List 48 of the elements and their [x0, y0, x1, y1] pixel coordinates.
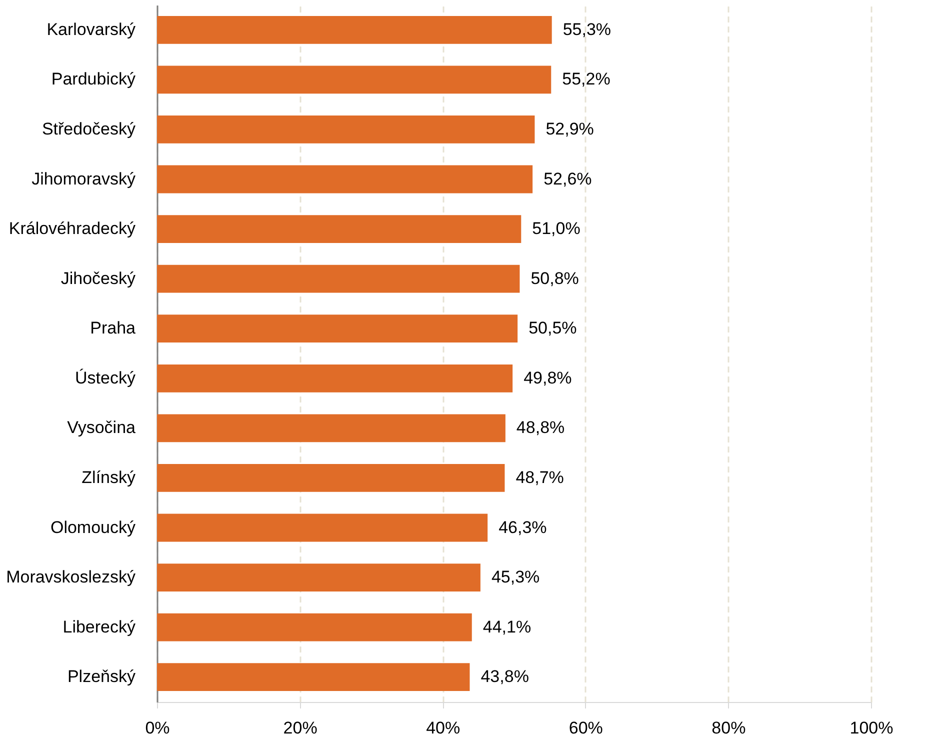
- data-label: 55,2%: [562, 70, 610, 89]
- y-tick-label: Středočeský: [42, 119, 136, 138]
- bar: [157, 564, 480, 592]
- y-tick-label: Pardubický: [51, 70, 136, 89]
- data-label: 50,8%: [530, 268, 579, 288]
- data-label: 55,3%: [562, 20, 612, 39]
- y-tick-label: Jihomoravský: [32, 169, 136, 188]
- y-tick-label: Jihočeský: [60, 268, 136, 288]
- bar: [157, 314, 518, 343]
- x-tick-label: 40%: [426, 718, 460, 738]
- data-label: 50,5%: [528, 318, 577, 338]
- bar: [157, 264, 520, 293]
- bar: [157, 464, 505, 492]
- data-label: 52,9%: [546, 119, 594, 138]
- bar: [157, 414, 506, 442]
- bar: [157, 66, 552, 94]
- bar: [157, 215, 522, 243]
- data-label: 46,3%: [498, 518, 547, 537]
- x-tick-label: 20%: [283, 718, 318, 738]
- data-label: 52,6%: [544, 169, 592, 188]
- y-tick-label: Olomoucký: [50, 518, 136, 537]
- y-tick-label: Zlínský: [82, 468, 136, 487]
- y-tick-label: Královéhradecký: [8, 219, 136, 238]
- bar: [157, 364, 513, 392]
- y-tick-label: Praha: [90, 318, 136, 338]
- data-label: 48,8%: [516, 418, 565, 438]
- data-label: 49,8%: [524, 368, 572, 388]
- x-tick-label: 0%: [145, 718, 170, 738]
- bar: [157, 514, 488, 542]
- x-tick-label: 60%: [568, 718, 603, 738]
- bar: [157, 116, 535, 144]
- y-tick-label: Vysočina: [67, 418, 136, 438]
- y-tick-label: Plzeňský: [67, 667, 136, 686]
- data-label: 45,3%: [491, 568, 540, 587]
- y-tick-label: Karlovarský: [46, 20, 136, 39]
- bar: [157, 16, 552, 44]
- y-tick-label: Moravskoslezský: [6, 568, 136, 587]
- bar: [157, 663, 470, 692]
- data-label: 51,0%: [532, 219, 580, 238]
- x-tick-label: 100%: [850, 718, 894, 738]
- data-label: 44,1%: [482, 617, 532, 636]
- bar: [157, 165, 533, 194]
- y-tick-label: Liberecký: [62, 617, 136, 636]
- y-tick-label: Ústecký: [75, 368, 136, 388]
- x-tick-label: 80%: [712, 718, 746, 738]
- data-label: 48,7%: [516, 468, 564, 487]
- data-label: 43,8%: [480, 667, 529, 686]
- bar: [157, 613, 472, 642]
